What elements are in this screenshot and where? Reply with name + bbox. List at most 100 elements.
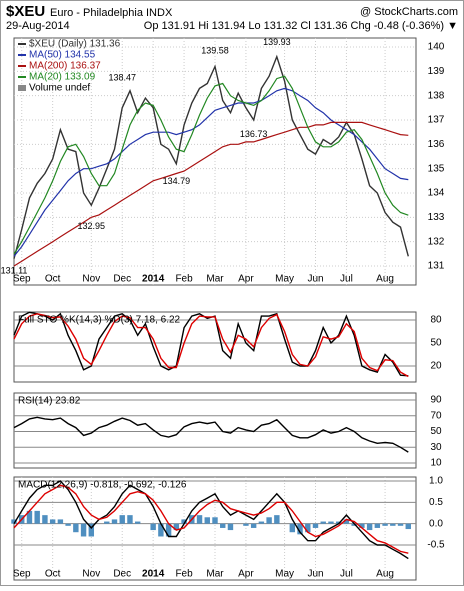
y-tick-label: -0.5	[427, 540, 445, 551]
histogram-bar	[34, 510, 40, 524]
legend-label: Volume undef	[29, 83, 90, 94]
histogram-bar	[289, 523, 296, 533]
histogram-bar	[26, 510, 33, 524]
histogram-bar	[274, 515, 280, 524]
histogram-bar	[243, 523, 249, 526]
x-tick-label: Dec	[113, 569, 131, 580]
histogram-bar	[220, 523, 226, 528]
histogram-bar	[57, 519, 64, 524]
histogram-bar	[104, 521, 110, 524]
x-tick-label: Jul	[340, 569, 353, 580]
x-tick-label: 2014	[142, 274, 165, 285]
histogram-bar	[173, 523, 180, 531]
histogram-bar	[49, 519, 56, 524]
histogram-bar	[212, 517, 218, 524]
histogram-bar	[297, 523, 303, 535]
annotation: 134.79	[163, 176, 191, 186]
y-tick-label: 0.5	[429, 497, 443, 508]
x-tick-label: May	[275, 569, 294, 580]
x-tick-label: Oct	[45, 569, 61, 580]
histogram-bar	[351, 523, 357, 526]
source: @ StockCharts.com	[360, 6, 458, 18]
annotation: 139.93	[263, 37, 291, 47]
histogram-bar	[266, 517, 272, 524]
x-tick-label: 2014	[142, 569, 165, 580]
histogram-bar	[80, 523, 87, 537]
instrument-name: Euro - Philadelphia INDX	[50, 7, 173, 19]
annotation: 132.95	[78, 221, 106, 231]
histogram-bar	[65, 523, 71, 526]
panel-title: MACD(12,26,9) -0.818, -0.692, -0.126	[18, 480, 187, 491]
y-tick-label: 136	[428, 139, 445, 150]
y-tick-label: 134	[428, 188, 445, 199]
x-tick-label: Mar	[206, 569, 224, 580]
series-line	[13, 416, 409, 453]
y-tick-label: 140	[428, 42, 445, 53]
histogram-bar	[165, 523, 172, 537]
y-tick-label: 139	[428, 66, 445, 77]
legend-label: MA(50) 134.55	[29, 50, 96, 61]
histogram-bar	[328, 521, 334, 524]
y-tick-label: 30	[430, 442, 442, 453]
histogram-bar	[119, 515, 125, 524]
y-tick-label: 137	[428, 115, 445, 126]
symbol: $XEU	[6, 3, 45, 20]
histogram-bar	[366, 523, 373, 531]
x-tick-label: Jun	[307, 569, 323, 580]
histogram-bar	[250, 523, 257, 528]
legend-label: MA(20) 133.09	[29, 72, 96, 83]
annotation: 139.58	[201, 46, 229, 56]
panel	[13, 392, 417, 469]
histogram-bar	[111, 519, 118, 524]
histogram-bar	[374, 523, 381, 528]
x-tick-label: Oct	[45, 274, 61, 285]
x-tick-label: Jun	[307, 274, 323, 285]
x-tick-label: Nov	[82, 569, 100, 580]
x-tick-label: Nov	[82, 274, 100, 285]
histogram-bar	[127, 515, 133, 524]
y-tick-label: 131	[428, 261, 445, 272]
x-tick-label: Dec	[113, 274, 131, 285]
x-tick-label: Feb	[175, 569, 193, 580]
annotation: 138.47	[108, 73, 136, 83]
y-tick-label: 132	[428, 236, 445, 247]
legend-label: MA(200) 136.37	[29, 61, 101, 72]
x-tick-label: Apr	[238, 274, 254, 285]
histogram-bar	[335, 521, 342, 524]
y-tick-label: 133	[428, 212, 445, 223]
series-line	[13, 121, 409, 267]
series-line	[13, 54, 409, 259]
histogram-bar	[73, 523, 79, 533]
x-tick-label: Mar	[206, 274, 224, 285]
histogram-bar	[359, 523, 365, 528]
y-tick-label: 50	[430, 338, 442, 349]
y-tick-label: 138	[428, 90, 445, 101]
series-line	[13, 484, 409, 554]
histogram-bar	[343, 519, 350, 524]
y-tick-label: 10	[430, 458, 442, 469]
panel-title: Full STO %K(14,3) %D(3) 7.18, 6.22	[18, 315, 181, 326]
histogram-bar	[196, 515, 203, 524]
x-tick-label: Feb	[175, 274, 193, 285]
histogram-bar	[397, 523, 404, 526]
panel-title: RSI(14) 23.82	[18, 396, 81, 407]
series-line	[13, 480, 409, 560]
histogram-bar	[150, 523, 156, 531]
histogram-bar	[204, 517, 210, 524]
y-tick-label: 90	[430, 395, 442, 406]
y-tick-label: 20	[430, 361, 442, 372]
x-tick-label: Sep	[13, 274, 31, 285]
histogram-bar	[227, 523, 234, 531]
y-tick-label: 0.0	[429, 518, 443, 529]
x-tick-label: Sep	[13, 569, 31, 580]
legend-swatch	[18, 85, 26, 91]
histogram-bar	[405, 523, 411, 530]
histogram-bar	[88, 523, 95, 537]
histogram-bar	[11, 519, 17, 524]
histogram-bar	[312, 523, 319, 528]
x-tick-label: May	[275, 274, 294, 285]
histogram-bar	[305, 523, 311, 533]
y-tick-label: 1.0	[429, 476, 443, 487]
date: 29-Aug-2014	[6, 20, 70, 32]
